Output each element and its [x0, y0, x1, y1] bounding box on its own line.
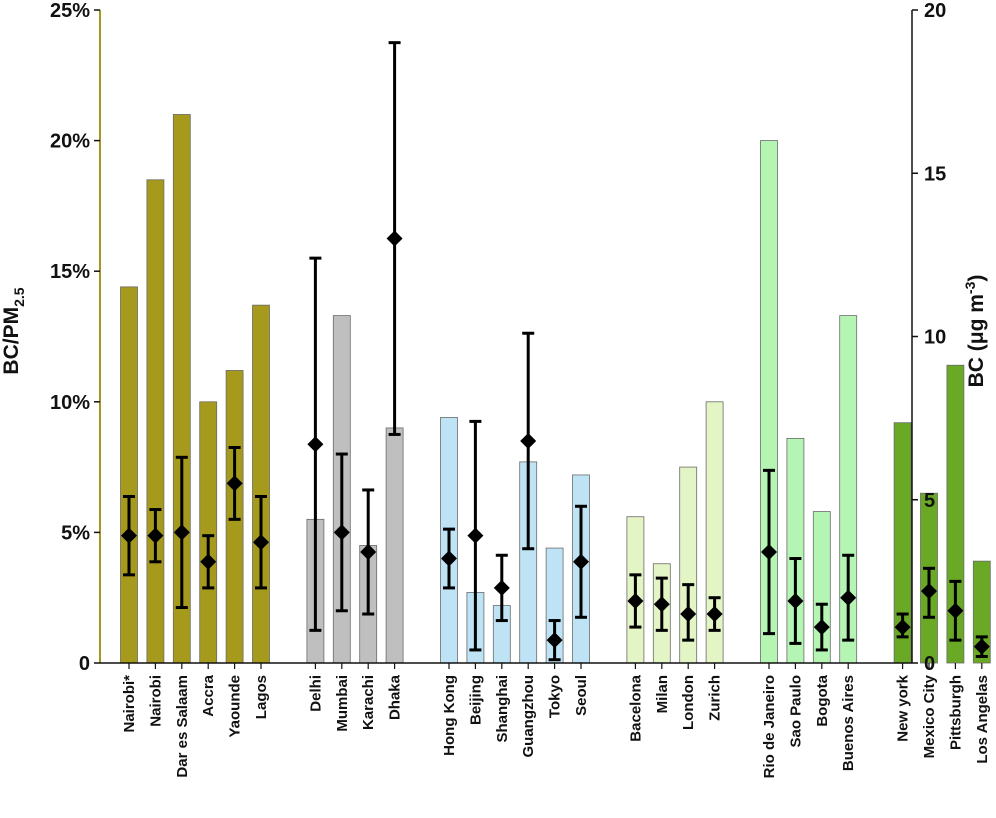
mean-marker	[787, 592, 804, 609]
category-label: Los Angelas	[974, 675, 991, 764]
mean-marker	[840, 589, 857, 606]
mean-marker	[947, 602, 964, 619]
mean-marker	[360, 543, 377, 560]
mean-marker	[226, 475, 243, 492]
category-label: Dar es Salaam	[174, 675, 191, 778]
mean-marker	[121, 527, 137, 544]
mean-marker	[467, 527, 484, 544]
bar-lagos	[252, 304, 270, 664]
error-bars-layer	[121, 41, 990, 662]
mean-marker	[653, 596, 670, 613]
bars-layer	[120, 114, 991, 664]
left-tick-label: 0	[79, 653, 90, 675]
axes-layer: 05%10%15%20%25%05101520	[50, 0, 983, 675]
mean-marker	[706, 606, 723, 623]
category-label: Nairobi*	[121, 675, 138, 733]
left-tick-label: 15%	[50, 261, 90, 283]
category-label: Pittsburgh	[947, 675, 964, 750]
right-tick-label: 20	[924, 0, 946, 22]
mean-marker	[493, 579, 510, 596]
mean-marker	[520, 432, 537, 449]
category-label: Buenos Aires	[840, 675, 857, 771]
left-tick-label: 5%	[61, 522, 90, 544]
category-label: Nairobi	[147, 675, 164, 727]
category-label: Shanghai	[494, 675, 511, 743]
right-tick-label: 10	[924, 327, 946, 349]
mean-marker	[761, 543, 777, 560]
mean-marker	[680, 606, 697, 623]
category-label: Mumbai	[334, 675, 351, 732]
right-tick-label: 15	[924, 163, 946, 185]
category-label: New york	[895, 674, 912, 741]
mean-marker	[253, 534, 269, 551]
mean-marker	[441, 550, 457, 567]
category-label: Milan	[654, 675, 671, 713]
category-label: Lagos	[253, 675, 270, 719]
mean-marker	[894, 619, 911, 636]
bar-nairobi-	[120, 286, 138, 664]
right-tick-label: 5	[924, 490, 935, 512]
category-label: Bogota	[814, 674, 831, 726]
category-label: Seoul	[573, 675, 590, 716]
category-label: Guangzhou	[520, 675, 537, 758]
left-tick-label: 25%	[50, 0, 90, 22]
mean-marker	[386, 230, 403, 247]
mean-marker	[173, 524, 190, 541]
category-label: Tokyo	[547, 675, 564, 718]
mean-marker	[921, 583, 937, 600]
category-label: Delhi	[307, 675, 324, 712]
category-label: Dhaka	[387, 674, 404, 720]
left-tick-label: 20%	[50, 131, 90, 153]
category-label: Sao Paulo	[787, 675, 804, 748]
category-label: Accra	[200, 674, 217, 716]
mean-marker	[973, 638, 990, 655]
left-axis-title: BC/PM2.5	[0, 287, 27, 374]
bar-dhaka	[385, 427, 404, 664]
mean-marker	[573, 553, 589, 570]
left-tick-label: 10%	[50, 392, 90, 414]
labels-layer: Nairobi* Nairobi Dar es Salaam Accra Yaounde…	[121, 674, 991, 778]
bar-accra	[199, 401, 218, 664]
category-label: Rio de Janeiro	[761, 675, 778, 778]
mean-marker	[546, 632, 563, 649]
bar-nairobi	[146, 179, 165, 664]
category-label: Hong Kong	[441, 675, 458, 756]
mean-marker	[333, 524, 350, 541]
category-label: Karachi	[360, 675, 377, 730]
mean-marker	[627, 592, 644, 609]
mean-marker	[307, 436, 324, 453]
mean-marker	[813, 619, 830, 636]
category-label: Beijing	[467, 675, 484, 725]
mean-marker	[147, 527, 164, 544]
category-label: Yaounde	[227, 675, 244, 738]
category-label: London	[680, 675, 697, 730]
category-label: Mexico City	[921, 674, 938, 758]
category-label: Zurich	[707, 675, 724, 721]
right-axis-title: BC (μg m-3)	[962, 275, 988, 388]
category-label: Bacelona	[627, 674, 644, 741]
mean-marker	[200, 553, 217, 570]
